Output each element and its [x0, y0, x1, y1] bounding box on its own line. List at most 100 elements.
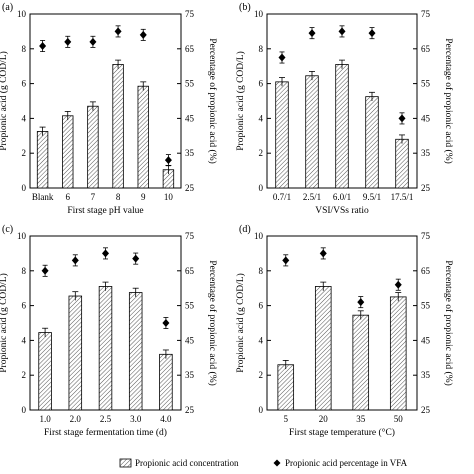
bar: [335, 64, 349, 189]
bar: [277, 364, 295, 411]
plot-frame: [29, 13, 182, 189]
y2-tick-label: 25: [421, 183, 431, 193]
bar: [275, 81, 289, 189]
diamond-marker: [64, 37, 72, 46]
panel-label: (c): [2, 224, 13, 235]
y-tick-label: 2: [259, 370, 264, 380]
x-tick-label: 8: [116, 192, 121, 202]
diamond-marker: [114, 27, 122, 36]
y2-tick-label: 45: [185, 113, 195, 123]
legend: Propionic acid concentration Propionic a…: [119, 458, 408, 468]
diamond-marker: [308, 29, 316, 38]
bar: [159, 353, 173, 411]
x-axis-label: First stage temperature (°C): [289, 427, 395, 438]
x-axis-label: First stage pH value: [67, 206, 143, 216]
x-tick-label: 6.0/1: [333, 192, 351, 202]
legend-marker-label: Propionic acid percentage in VFA: [285, 458, 408, 468]
y2-tick-label: 35: [421, 148, 431, 158]
y-tick-label: 8: [22, 266, 27, 276]
y-tick-label: 8: [259, 44, 264, 54]
x-tick-label: 4.0: [160, 414, 172, 424]
y2-tick-label: 35: [185, 148, 195, 158]
y2-tick-label: 75: [421, 231, 431, 241]
diamond-marker: [368, 29, 376, 38]
y2-tick-label: 45: [421, 335, 431, 345]
diamond-marker: [41, 266, 49, 275]
y2-tick-label: 65: [421, 44, 431, 54]
x-tick-label: 50: [394, 414, 404, 424]
y-tick-label: 4: [22, 335, 27, 345]
y2-tick-label: 75: [421, 9, 431, 19]
y-tick-label: 0: [22, 183, 27, 193]
diamond-marker: [102, 249, 109, 258]
y-tick-label: 6: [22, 79, 27, 89]
diamond-marker: [132, 254, 140, 263]
legend-bar-swatch: [119, 458, 132, 468]
x-tick-label: 2.5/1: [303, 192, 321, 202]
diamond-marker: [394, 280, 402, 289]
bar: [137, 85, 149, 189]
x-tick-label: 9.5/1: [363, 192, 381, 202]
x-tick-label: 9: [141, 192, 146, 202]
y-axis-label: Propionic acid (g COD/L): [0, 51, 9, 150]
x-axis-label: VSI/VSs ratio: [315, 206, 369, 216]
x-tick-label: 5: [284, 414, 289, 424]
y-tick-label: 10: [17, 9, 27, 19]
y2-axis-label: Percentage of propionic acid (%): [443, 38, 454, 164]
x-tick-label: 2.5: [100, 414, 112, 424]
y-tick-label: 10: [17, 231, 27, 241]
y-axis-label: Propionic acid (g COD/L): [235, 273, 246, 372]
y2-axis-label: Percentage of propionic acid (%): [207, 38, 218, 164]
bar: [36, 131, 49, 189]
plot-frame: [266, 235, 418, 411]
diamond-marker: [357, 298, 365, 307]
y-tick-label: 4: [22, 113, 27, 123]
x-tick-label: 2.0: [70, 414, 82, 424]
y-tick-label: 2: [22, 370, 27, 380]
x-tick-label: 1.0: [39, 414, 51, 424]
y2-tick-label: 55: [421, 301, 431, 311]
diamond-marker: [398, 114, 406, 123]
y-tick-label: 4: [259, 335, 264, 345]
x-tick-label: 3.0: [130, 414, 142, 424]
y2-tick-label: 55: [185, 79, 195, 89]
panel-b: (b) 0 2 4 6 8 10 25 35 45 55 65 75 0.7/1 2.5/1 6.0/1 9.5…: [235, 2, 454, 216]
y2-tick-label: 35: [185, 370, 195, 380]
diamond-marker: [71, 256, 79, 265]
bar: [62, 115, 74, 189]
diamond-marker: [164, 156, 172, 165]
y2-tick-label: 65: [185, 266, 195, 276]
diamond-marker: [139, 30, 147, 39]
y-tick-label: 6: [259, 79, 264, 89]
y2-tick-label: 75: [185, 9, 195, 19]
y-tick-label: 10: [254, 9, 264, 19]
diamond-marker: [89, 37, 97, 46]
panel-label: (b): [239, 2, 251, 13]
x-tick-label: 0.7/1: [273, 192, 291, 202]
legend-bar-label: Propionic acid concentration: [135, 458, 239, 468]
bar: [314, 286, 332, 411]
y-tick-label: 8: [22, 44, 27, 54]
bar: [395, 138, 409, 189]
y2-tick-label: 25: [185, 405, 195, 415]
y2-tick-label: 25: [185, 183, 195, 193]
panel-label: (d): [239, 224, 251, 235]
diamond-marker: [338, 27, 346, 36]
diamond-marker: [278, 53, 286, 62]
bar: [87, 105, 99, 189]
x-tick-label: 35: [356, 414, 366, 424]
y2-axis-label: Percentage of propionic acid (%): [207, 260, 218, 386]
y-tick-label: 6: [259, 301, 264, 311]
bar: [305, 75, 319, 189]
y-tick-label: 10: [254, 231, 264, 241]
y2-tick-label: 65: [185, 44, 195, 54]
diamond-marker: [282, 256, 290, 265]
y-tick-label: 0: [259, 183, 264, 193]
y-tick-label: 2: [22, 148, 27, 158]
legend-diamond-marker: [273, 459, 281, 467]
x-tick-label: 7: [91, 192, 96, 202]
bar: [98, 286, 113, 411]
bar: [352, 314, 370, 411]
x-tick-label: 17.5/1: [391, 192, 414, 202]
